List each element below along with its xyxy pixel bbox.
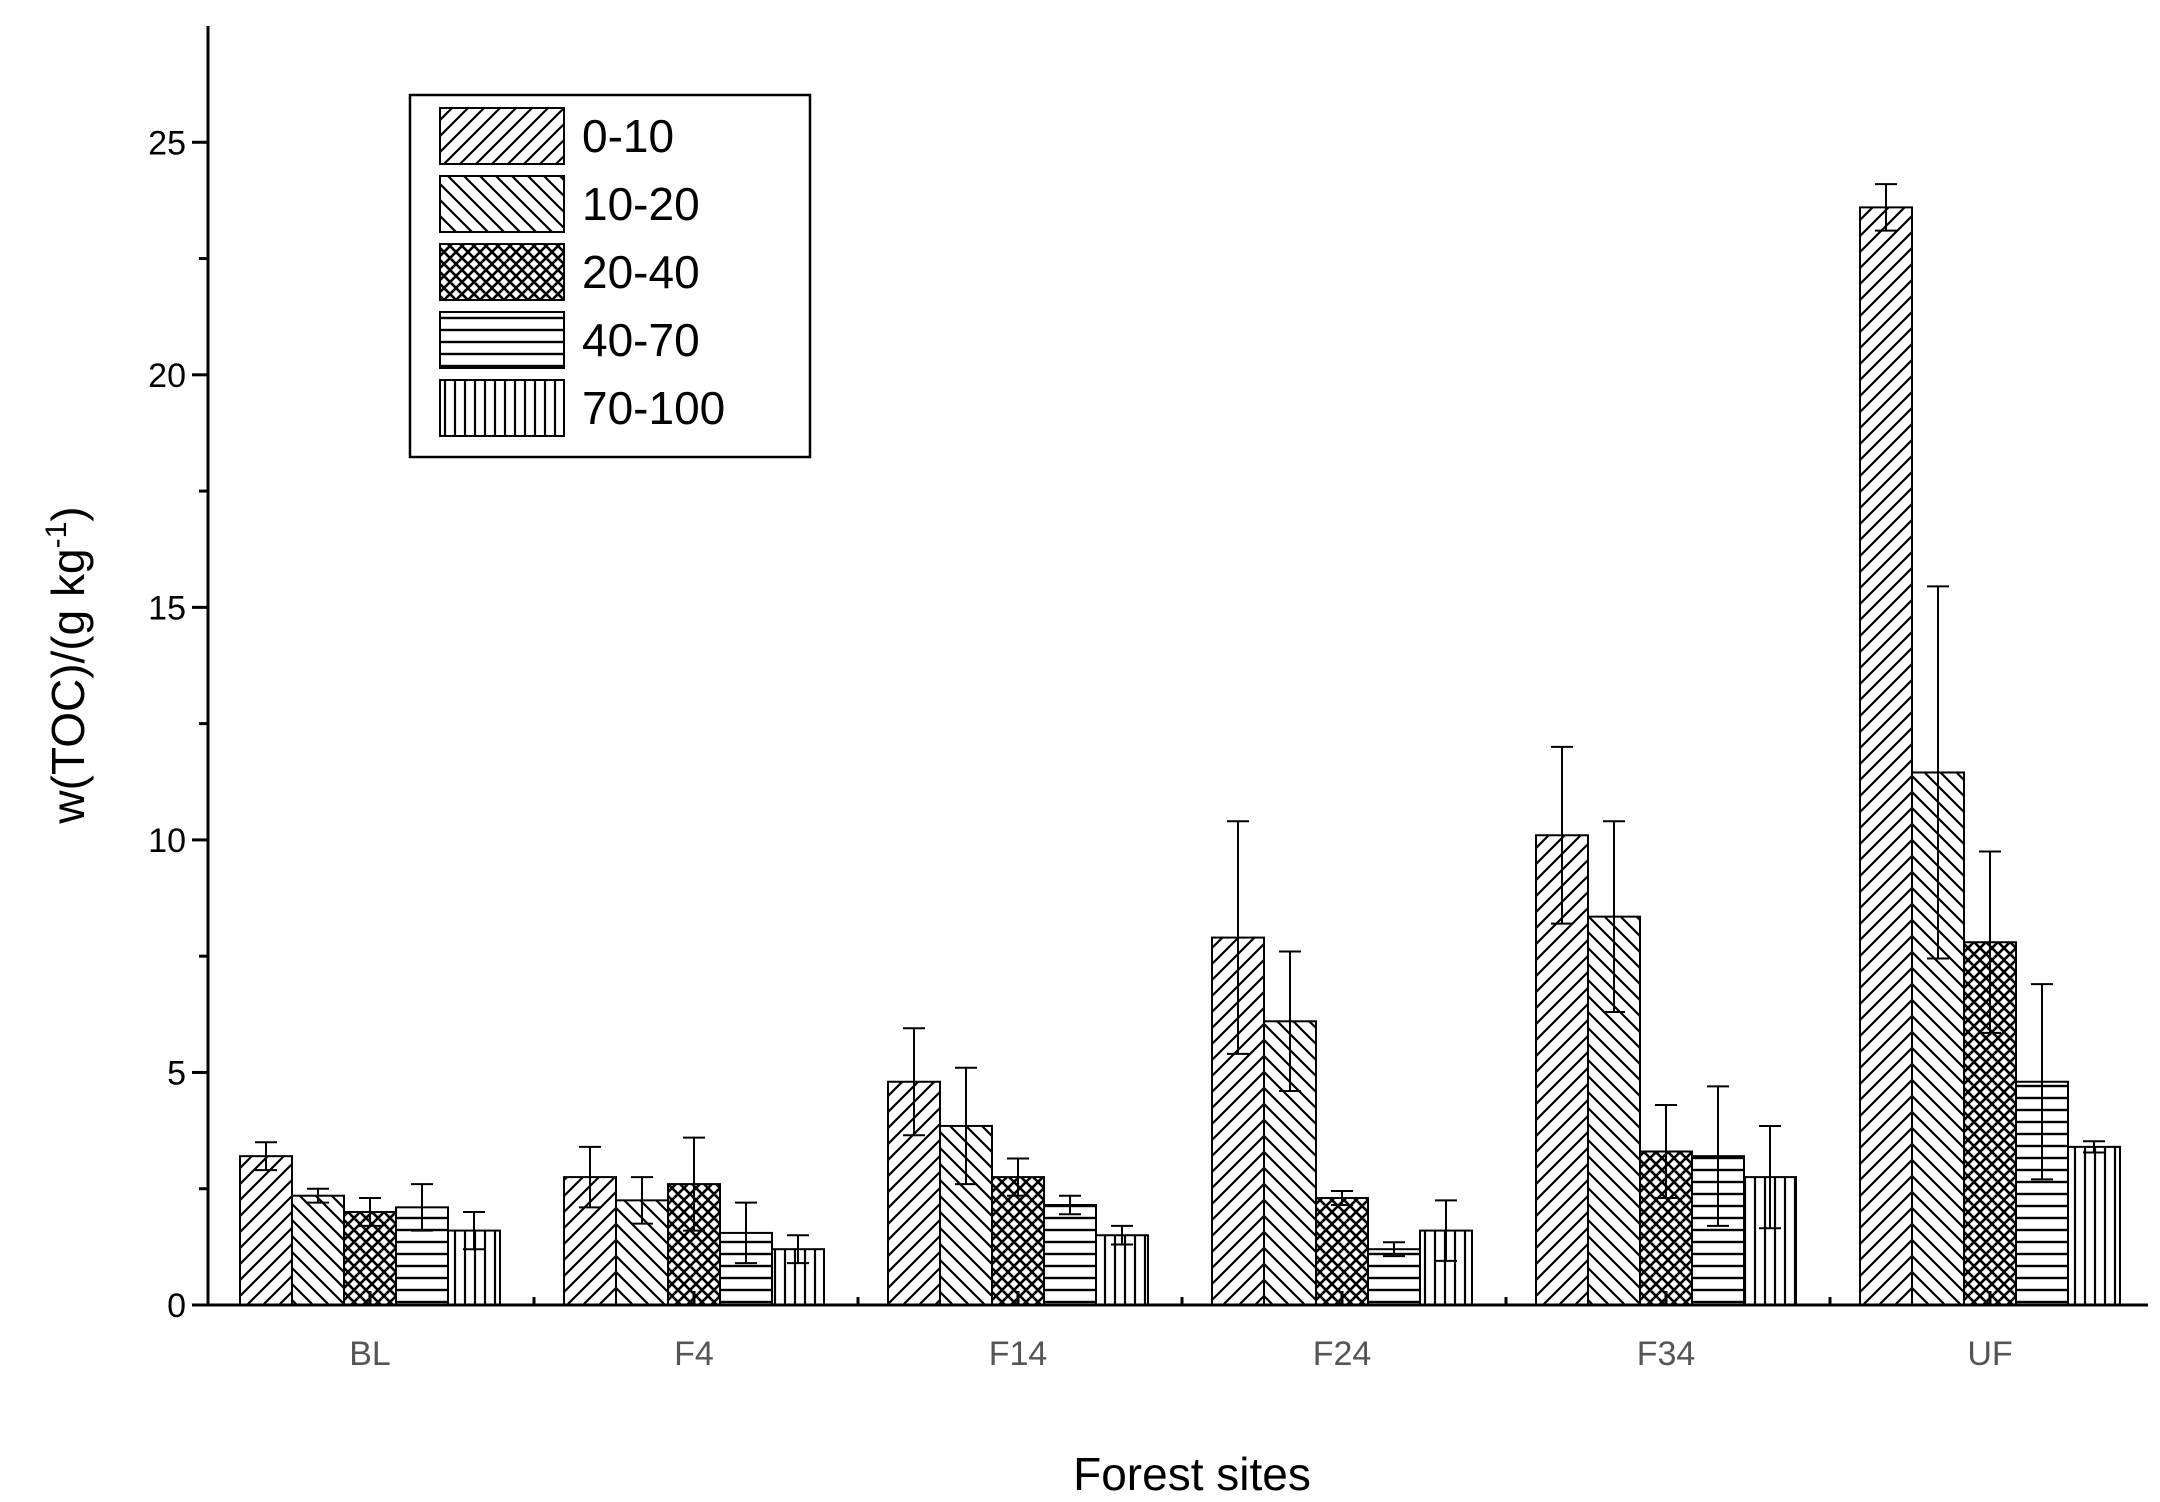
legend-label-0-10: 0-10 — [582, 110, 674, 162]
error-bar-F24-20-40 — [1331, 1190, 1353, 1207]
error-bars-layer — [255, 183, 2105, 1265]
bar-F14-70-100 — [1095, 1234, 1149, 1306]
legend-swatch-10-20 — [439, 175, 565, 233]
error-bar-F4-70-100 — [787, 1234, 809, 1265]
y-tick-label-10: 10 — [148, 822, 186, 860]
legend-swatch-20-40 — [439, 243, 565, 301]
legend-item-70-100: 70-100 — [439, 379, 725, 437]
y-tick-label-0: 0 — [167, 1287, 186, 1325]
error-bar-F34-20-40 — [1655, 1104, 1677, 1200]
y-tick-label-15: 15 — [148, 589, 186, 627]
legend-swatch-40-70 — [439, 311, 565, 369]
error-bar-F34-0-10 — [1551, 745, 1573, 925]
legend-swatch-0-10 — [439, 107, 565, 165]
error-bar-F4-40-70 — [735, 1201, 757, 1265]
error-bar-F34-40-70 — [1707, 1085, 1729, 1227]
error-bar-F14-20-40 — [1007, 1157, 1029, 1197]
x-tick-label-UF: UF — [1967, 1335, 2012, 1373]
legend-swatch-70-100 — [439, 379, 565, 437]
bar-F14-40-70 — [1043, 1204, 1097, 1307]
y-tick-label-20: 20 — [148, 357, 186, 395]
y-axis-title-close: ) — [42, 506, 94, 521]
y-axis-title-main: w(TOC)/(g kg — [42, 548, 94, 824]
bar-UF-0-10 — [1859, 206, 1913, 1306]
y-tick-label-5: 5 — [167, 1054, 186, 1092]
error-bar-F14-0-10 — [903, 1027, 925, 1137]
x-tick-label-F24: F24 — [1313, 1335, 1372, 1373]
x-tick-label-F34: F34 — [1637, 1335, 1696, 1373]
y-axis-title: w(TOC)/(g kg-1) — [40, 506, 94, 824]
x-axis-title: Forest sites — [1073, 1448, 1311, 1500]
legend-label-20-40: 20-40 — [582, 246, 700, 298]
x-tick-label-F14: F14 — [989, 1335, 1048, 1373]
error-bar-F14-70-100 — [1111, 1224, 1133, 1246]
bar-BL-10-20 — [291, 1194, 345, 1306]
error-bar-F4-10-20 — [631, 1176, 653, 1225]
y-axis-title-superscript: -1 — [40, 522, 73, 549]
x-ticks: BL F4 F14 F24 F34 UF — [349, 1291, 2013, 1373]
error-bar-F34-10-20 — [1603, 820, 1625, 1013]
error-bar-UF-0-10 — [1875, 183, 1897, 232]
legend-item-40-70: 40-70 — [439, 311, 700, 369]
error-bar-BL-70-100 — [463, 1210, 485, 1251]
legend-item-0-10: 0-10 — [439, 107, 674, 165]
bar-F24-40-70 — [1367, 1248, 1421, 1306]
error-bar-UF-10-20 — [1927, 585, 1949, 960]
legend-label-70-100: 70-100 — [582, 382, 725, 434]
bar-F24-20-40 — [1315, 1197, 1369, 1306]
error-bar-BL-40-70 — [411, 1183, 433, 1232]
legend-item-10-20: 10-20 — [439, 175, 700, 233]
legend-item-20-40: 20-40 — [439, 243, 700, 301]
error-bar-F4-20-40 — [683, 1136, 705, 1232]
error-bar-BL-20-40 — [359, 1197, 381, 1227]
legend-label-40-70: 40-70 — [582, 314, 700, 366]
y-tick-label-25: 25 — [148, 124, 186, 162]
error-bar-BL-10-20 — [307, 1187, 329, 1204]
error-bar-F24-70-100 — [1435, 1199, 1457, 1262]
error-bar-F34-70-100 — [1759, 1124, 1781, 1230]
error-bar-F14-40-70 — [1059, 1194, 1081, 1216]
error-bar-UF-70-100 — [2083, 1140, 2105, 1154]
x-tick-label-BL: BL — [349, 1335, 391, 1373]
error-bar-F4-0-10 — [579, 1145, 601, 1209]
bar-UF-70-100 — [2067, 1145, 2121, 1307]
error-bar-BL-0-10 — [255, 1141, 277, 1172]
error-bar-F24-10-20 — [1279, 950, 1301, 1093]
bar-BL-0-10 — [239, 1155, 293, 1306]
error-bar-UF-40-70 — [2031, 983, 2053, 1181]
bar-F24-10-20 — [1263, 1020, 1317, 1306]
x-tick-label-F4: F4 — [674, 1335, 714, 1373]
error-bar-F24-0-10 — [1227, 820, 1249, 1055]
error-bar-F14-10-20 — [955, 1066, 977, 1186]
y-ticks: 0 5 10 15 20 25 — [148, 124, 208, 1325]
error-bar-UF-20-40 — [1979, 850, 2001, 1034]
error-bar-F24-40-70 — [1383, 1241, 1405, 1258]
legend: 0-10 10-20 20-40 40-70 70-100 — [408, 93, 812, 459]
legend-label-10-20: 10-20 — [582, 178, 700, 230]
